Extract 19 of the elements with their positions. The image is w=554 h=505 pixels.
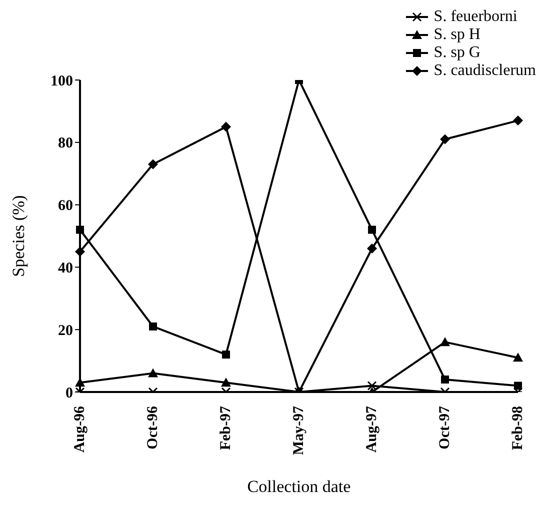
x-tick-label: Oct-97 <box>437 406 453 450</box>
x-tick-label: Oct-96 <box>145 406 161 450</box>
legend-label: S. caudisclerum <box>434 62 536 80</box>
x-tick-label: Aug-96 <box>72 406 88 453</box>
y-axis-title: Species (%) <box>9 195 28 277</box>
x-tick-label: Feb-97 <box>218 406 234 450</box>
y-tick-label: 100 <box>50 73 73 90</box>
y-tick-label: 20 <box>58 322 73 339</box>
x-tick-label: Aug-97 <box>364 406 380 453</box>
legend-label: S. feuerborni <box>434 8 518 26</box>
legend-label: S. sp G <box>434 44 480 62</box>
y-tick-label: 60 <box>58 198 73 214</box>
x-tick-label: Feb-98 <box>510 406 526 450</box>
y-tick-label: 40 <box>58 260 73 277</box>
x-axis-title: Collection date <box>247 477 351 496</box>
y-tick-label: 0 <box>66 385 73 402</box>
legend-label: S. sp H <box>434 26 480 44</box>
y-tick-label: 80 <box>58 136 73 152</box>
x-tick-label: May-97 <box>291 406 307 456</box>
